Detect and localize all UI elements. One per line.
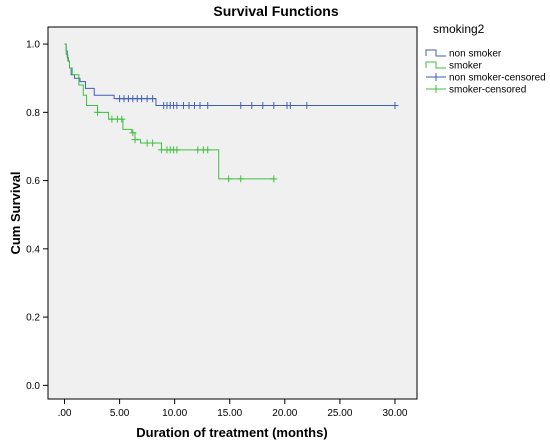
legend-title: smoking2 xyxy=(433,22,485,36)
censor-mark-smoker xyxy=(118,115,126,123)
x-axis: .00 5.00 10.00 15.00 20.00 25.00 30.00 xyxy=(58,399,408,419)
censor-mark-non-smoker xyxy=(391,101,399,109)
censor-mark-non-smoker xyxy=(204,101,212,109)
legend-label: smoker-censored xyxy=(449,85,526,96)
y-axis-title: Cum Survival xyxy=(8,171,23,254)
y-tick-label: 1.0 xyxy=(26,40,40,51)
x-tick-label: 25.00 xyxy=(327,408,352,419)
legend-swatch xyxy=(425,61,446,69)
legend-item: smoker-censored xyxy=(426,85,526,96)
y-tick-label: 0.0 xyxy=(26,381,40,392)
x-tick-label: 30.00 xyxy=(382,408,407,419)
y-tick-label: 0.4 xyxy=(26,244,40,255)
legend-swatch xyxy=(425,49,446,57)
x-tick-label: 10.00 xyxy=(162,408,187,419)
censor-mark-smoker xyxy=(204,146,212,154)
censor-mark-non-smoker xyxy=(237,101,245,109)
censor-mark-non-smoker xyxy=(303,101,311,109)
x-tick-label: .00 xyxy=(58,408,72,419)
legend-label: non smoker-censored xyxy=(449,73,546,84)
legend-item: smoker xyxy=(425,61,482,72)
x-tick-label: 5.00 xyxy=(110,408,130,419)
censor-mark-non-smoker xyxy=(173,101,181,109)
censor-mark-smoker xyxy=(225,175,233,183)
series-line-non-smoker xyxy=(64,43,395,106)
plot-area xyxy=(47,26,418,400)
censor-mark-non-smoker xyxy=(149,95,157,103)
censor-mark-non-smoker xyxy=(270,101,278,109)
legend-label: smoker xyxy=(449,61,482,72)
legend-item: non smoker xyxy=(425,49,502,60)
y-tick-label: 0.2 xyxy=(26,313,40,324)
y-tick-label: 0.8 xyxy=(26,108,40,119)
censor-mark-smoker xyxy=(129,129,137,137)
legend-item: non smoker-censored xyxy=(426,73,546,84)
censor-mark-smoker xyxy=(94,108,102,116)
censor-mark-smoker xyxy=(131,136,139,144)
censor-mark-smoker xyxy=(237,175,245,183)
x-axis-title: Duration of treatment (months) xyxy=(136,425,327,440)
legend-label: non smoker xyxy=(449,49,502,60)
chart-title: Survival Functions xyxy=(213,3,338,19)
y-tick-label: 0.6 xyxy=(26,176,40,187)
x-tick-label: 15.00 xyxy=(217,408,242,419)
series-layer xyxy=(64,43,399,183)
censor-mark-smoker xyxy=(173,146,181,154)
censor-mark-non-smoker xyxy=(286,101,294,109)
censor-mark-smoker xyxy=(270,175,278,183)
x-tick-label: 20.00 xyxy=(272,408,297,419)
censor-mark-non-smoker xyxy=(248,101,256,109)
censor-mark-non-smoker xyxy=(259,101,267,109)
y-axis: 0.0 0.2 0.4 0.6 0.8 1.0 xyxy=(26,40,48,392)
censor-mark-non-smoker xyxy=(196,101,204,109)
censor-mark-smoker xyxy=(149,139,157,147)
